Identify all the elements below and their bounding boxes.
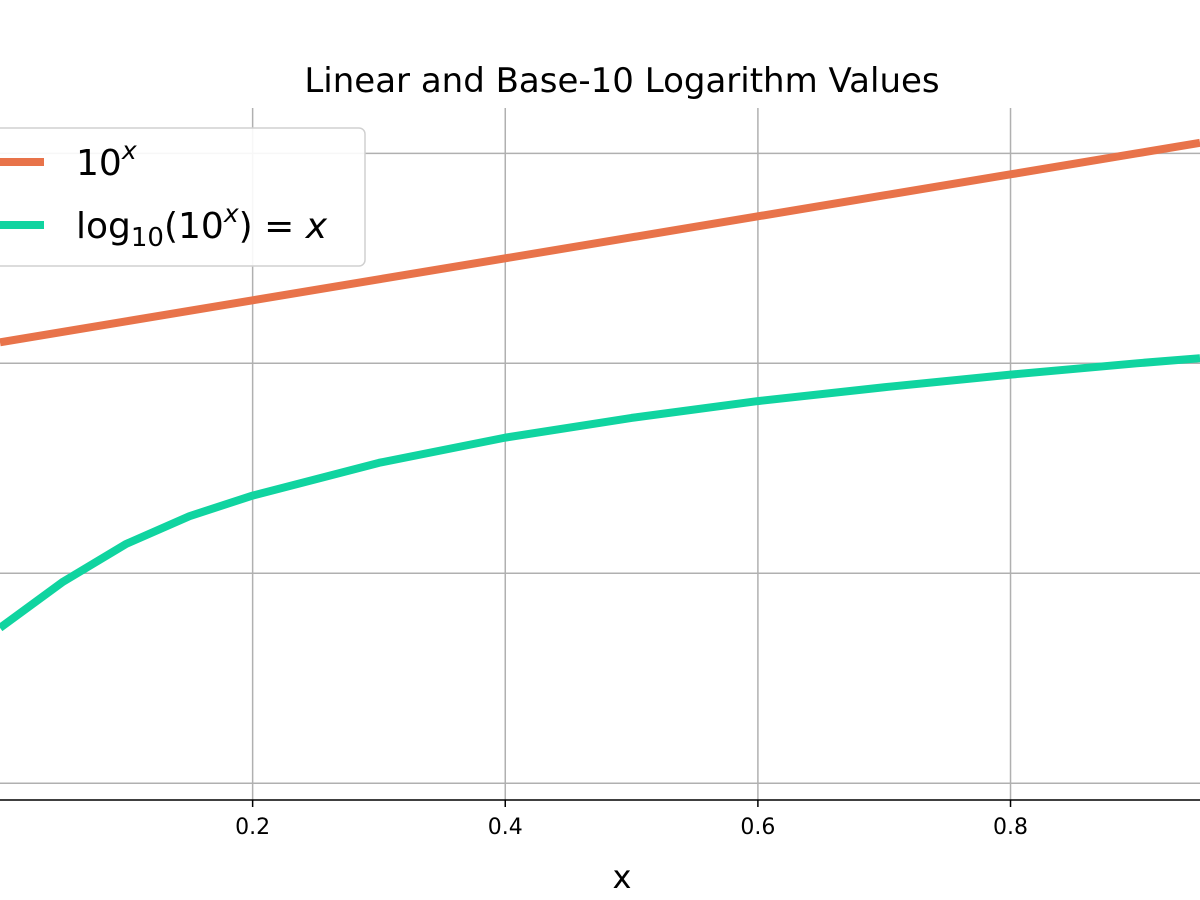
series-layer bbox=[0, 138, 1200, 632]
legend-label-10-pow-x-sup: x bbox=[121, 136, 137, 165]
legend: 10x log10(10x) = x bbox=[0, 127, 366, 267]
legend-frame bbox=[0, 127, 366, 267]
x-tick-label-3: 0.8 bbox=[993, 815, 1028, 840]
legend-label-log10-eq: = bbox=[253, 206, 306, 247]
legend-label-log10-arg: (10 bbox=[164, 206, 224, 247]
legend-label-log10-func: log bbox=[76, 206, 131, 247]
x-tick-label-1: 0.4 bbox=[488, 815, 523, 840]
series-line-0 bbox=[0, 138, 1200, 347]
x-ticks: 0.2 0.4 0.6 0.8 bbox=[235, 800, 1028, 840]
grid bbox=[0, 108, 1200, 800]
legend-label-log10-rhs: x bbox=[305, 206, 328, 247]
legend-label-log10-close: ) bbox=[239, 206, 253, 247]
x-tick-label-2: 0.6 bbox=[740, 815, 775, 840]
chart-title: Linear and Base-10 Logarithm Values bbox=[304, 61, 939, 101]
x-axis-label: x bbox=[613, 858, 632, 896]
legend-label-10-pow-x-base: 10 bbox=[76, 143, 122, 184]
legend-label-10-pow-x: 10x bbox=[76, 136, 137, 184]
legend-label-log10-sup: x bbox=[223, 199, 239, 228]
legend-label-log10: log10(10x) = x bbox=[76, 199, 328, 253]
series-line-1 bbox=[0, 354, 1200, 632]
legend-label-log10-sub: 10 bbox=[131, 223, 164, 253]
x-tick-label-0: 0.2 bbox=[235, 815, 270, 840]
